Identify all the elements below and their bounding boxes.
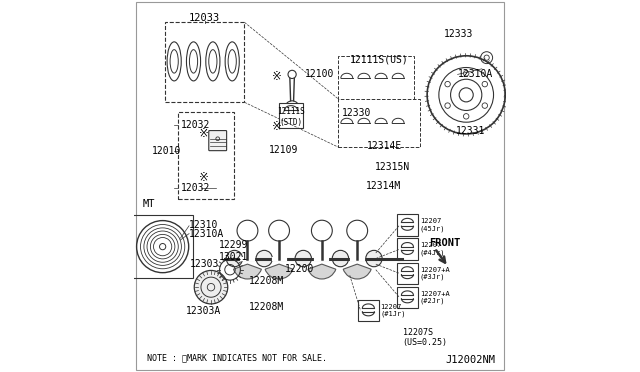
Text: FRONT: FRONT: [429, 238, 460, 247]
Wedge shape: [265, 264, 293, 279]
Circle shape: [256, 250, 273, 267]
Bar: [397, 287, 418, 308]
Circle shape: [227, 250, 243, 267]
Text: J12002NM: J12002NM: [445, 355, 495, 365]
Text: 12200: 12200: [285, 264, 314, 274]
Text: 12330: 12330: [342, 109, 371, 118]
Text: 12331: 12331: [456, 126, 486, 136]
Bar: [338, 56, 414, 101]
Text: 12207
(#4Jr): 12207 (#4Jr): [420, 243, 445, 256]
Text: 12207+A
(#2Jr): 12207+A (#2Jr): [420, 291, 449, 304]
Text: 12032: 12032: [180, 183, 210, 193]
Text: 12032: 12032: [180, 120, 210, 129]
Wedge shape: [234, 264, 262, 279]
Text: 12109: 12109: [269, 145, 298, 154]
Bar: [397, 263, 418, 284]
Circle shape: [295, 250, 312, 267]
Text: 12299: 12299: [219, 240, 248, 250]
Text: ※: ※: [272, 70, 282, 83]
Text: NOTE : ※MARK INDICATES NOT FOR SALE.: NOTE : ※MARK INDICATES NOT FOR SALE.: [147, 353, 327, 362]
Bar: [164, 22, 244, 102]
Text: 12207
(45Jr): 12207 (45Jr): [420, 218, 445, 232]
Text: 12333: 12333: [444, 29, 473, 39]
Circle shape: [365, 250, 382, 267]
Text: 12208M: 12208M: [248, 276, 284, 286]
Text: 13021: 13021: [219, 252, 248, 262]
Bar: [178, 112, 234, 199]
Text: 12314M: 12314M: [365, 181, 401, 191]
Bar: [397, 238, 418, 260]
Text: 12207+A
(#3Jr): 12207+A (#3Jr): [420, 267, 449, 280]
Bar: [397, 214, 418, 236]
Text: ※: ※: [199, 127, 209, 140]
Bar: [358, 300, 379, 321]
Circle shape: [195, 270, 228, 304]
Bar: [132, 215, 193, 278]
Bar: [279, 103, 303, 128]
Text: 12310A: 12310A: [458, 70, 493, 79]
Wedge shape: [343, 264, 371, 279]
Text: 12207
(#1Jr): 12207 (#1Jr): [381, 304, 406, 317]
Text: 12111S
(STD): 12111S (STD): [278, 108, 305, 127]
Text: 12310: 12310: [189, 220, 218, 230]
Text: MT: MT: [142, 199, 155, 209]
Text: 12315N: 12315N: [375, 162, 410, 171]
Text: 12207S
(US=0.25): 12207S (US=0.25): [403, 328, 447, 347]
Text: 12310A: 12310A: [189, 229, 224, 238]
Text: 12208M: 12208M: [248, 302, 284, 312]
Text: 12314E: 12314E: [367, 141, 402, 151]
Text: ※: ※: [199, 171, 209, 184]
FancyBboxPatch shape: [209, 131, 227, 151]
Bar: [338, 99, 420, 147]
Text: ※: ※: [272, 120, 282, 133]
Text: 12303: 12303: [190, 259, 220, 269]
Text: 12111S(US): 12111S(US): [349, 55, 408, 64]
Circle shape: [332, 250, 349, 267]
Text: 12100: 12100: [305, 70, 335, 79]
Text: 12010: 12010: [152, 146, 181, 155]
Wedge shape: [308, 264, 336, 279]
Text: 12303A: 12303A: [186, 306, 221, 315]
Text: 12033: 12033: [189, 13, 220, 23]
